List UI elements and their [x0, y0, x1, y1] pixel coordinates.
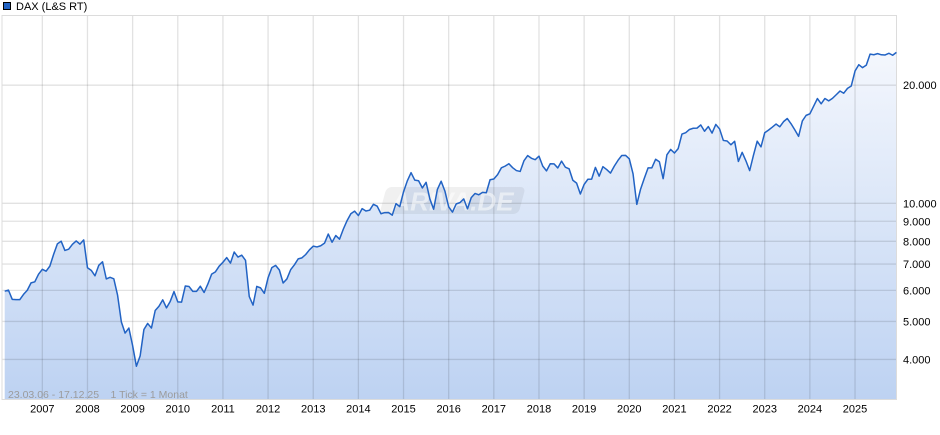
watermark: ARIVA.DE	[380, 187, 525, 217]
x-axis-label-2021: 2021	[662, 404, 686, 416]
x-axis-label-2017: 2017	[482, 404, 506, 416]
y-axis-label-6000: 6.000	[903, 285, 931, 297]
gridlines	[2, 15, 897, 400]
x-axis-labels: 2007 2008 2009 2010 2011 2012 2013 2014 2015 2016…	[30, 404, 867, 416]
chart-title: DAX (L&S RT)	[16, 1, 87, 13]
legend-swatch	[3, 2, 11, 10]
footer-date-range: 23.03.06 - 17.12.25	[8, 389, 99, 401]
x-axis-label-2009: 2009	[120, 404, 144, 416]
price-area-fill	[4, 52, 897, 400]
plot-area: ARIVA.DE 23.03.06 - 17.12.25 1 Tick = 1 …	[1, 15, 897, 401]
x-axis-label-2023: 2023	[752, 404, 776, 416]
y-axis-label-20000: 20.000	[903, 80, 937, 92]
x-axis-label-2008: 2008	[75, 404, 99, 416]
chart-legend: DAX (L&S RT)	[3, 1, 87, 13]
x-axis-label-2018: 2018	[527, 404, 551, 416]
watermark-badge	[380, 187, 525, 214]
x-axis-label-2024: 2024	[798, 404, 822, 416]
x-axis-label-2013: 2013	[301, 404, 325, 416]
y-axis-label-8000: 8.000	[903, 236, 931, 248]
plot-border	[1, 15, 897, 400]
y-axis-label-10000: 10.000	[903, 198, 937, 210]
x-axis-label-2011: 2011	[211, 404, 235, 416]
footer-tick-info: 1 Tick = 1 Monat	[111, 389, 188, 401]
x-axis-label-2016: 2016	[436, 404, 460, 416]
y-axis-label-5000: 5.000	[903, 316, 931, 328]
x-axis-label-2022: 2022	[707, 404, 731, 416]
x-axis-label-2020: 2020	[617, 404, 641, 416]
x-axis-label-2025: 2025	[843, 404, 867, 416]
x-axis-label-2019: 2019	[572, 404, 596, 416]
x-axis-label-2007: 2007	[30, 404, 54, 416]
y-axis-label-4000: 4.000	[903, 354, 931, 366]
x-axis-label-2015: 2015	[391, 404, 415, 416]
x-axis-label-2012: 2012	[256, 404, 280, 416]
y-axis-labels: 4.000 5.000 6.000 7.000 8.000 9.000 10.000 20.0…	[903, 80, 937, 366]
y-axis-label-9000: 9.000	[903, 216, 931, 228]
x-axis-label-2010: 2010	[166, 404, 190, 416]
price-line	[4, 51, 897, 367]
x-axis-label-2014: 2014	[346, 404, 370, 416]
y-axis-label-7000: 7.000	[903, 259, 931, 271]
